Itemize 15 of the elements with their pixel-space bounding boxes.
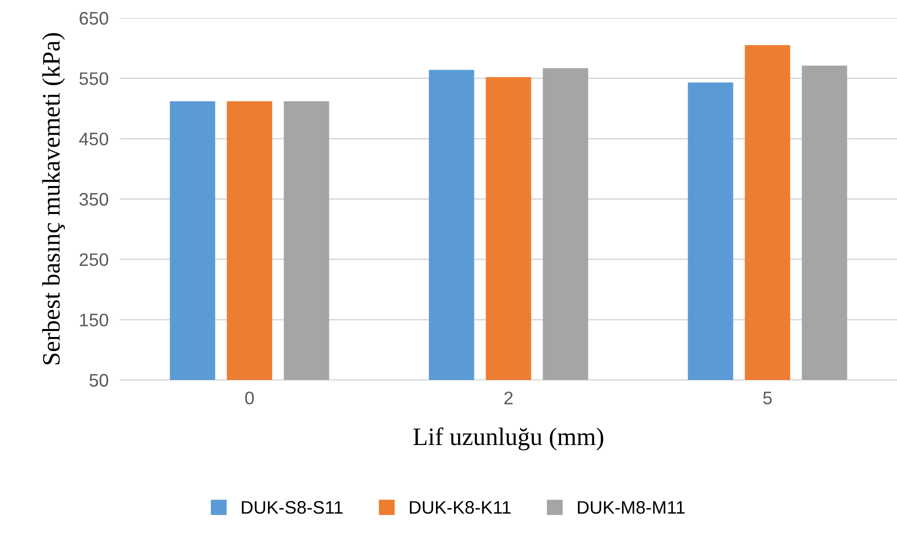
x-tick-label: 0 — [245, 392, 254, 404]
x-tick-label: 2 — [504, 392, 513, 404]
y-tick-label: 150 — [80, 314, 108, 326]
x-tick-label: 5 — [763, 392, 772, 404]
y-tick-label: 450 — [79, 132, 108, 146]
y-axis-title: Serbest basınç mukavemeti (kPa) — [42, 33, 65, 364]
y-tick-label: 50 — [90, 374, 108, 387]
y-tick-label: 550 — [79, 72, 108, 86]
y-tick-label: 650 — [80, 12, 108, 25]
legend-label: DUK-M8-M11 — [578, 501, 685, 514]
y-tick-label: 350 — [79, 192, 108, 206]
legend-label: DUK-K8-K11 — [410, 501, 511, 514]
x-axis-title: Lif uzunluğu (mm) — [413, 427, 604, 450]
legend-label: DUK-S8-S11 — [242, 501, 343, 514]
y-tick-label: 250 — [80, 253, 108, 266]
